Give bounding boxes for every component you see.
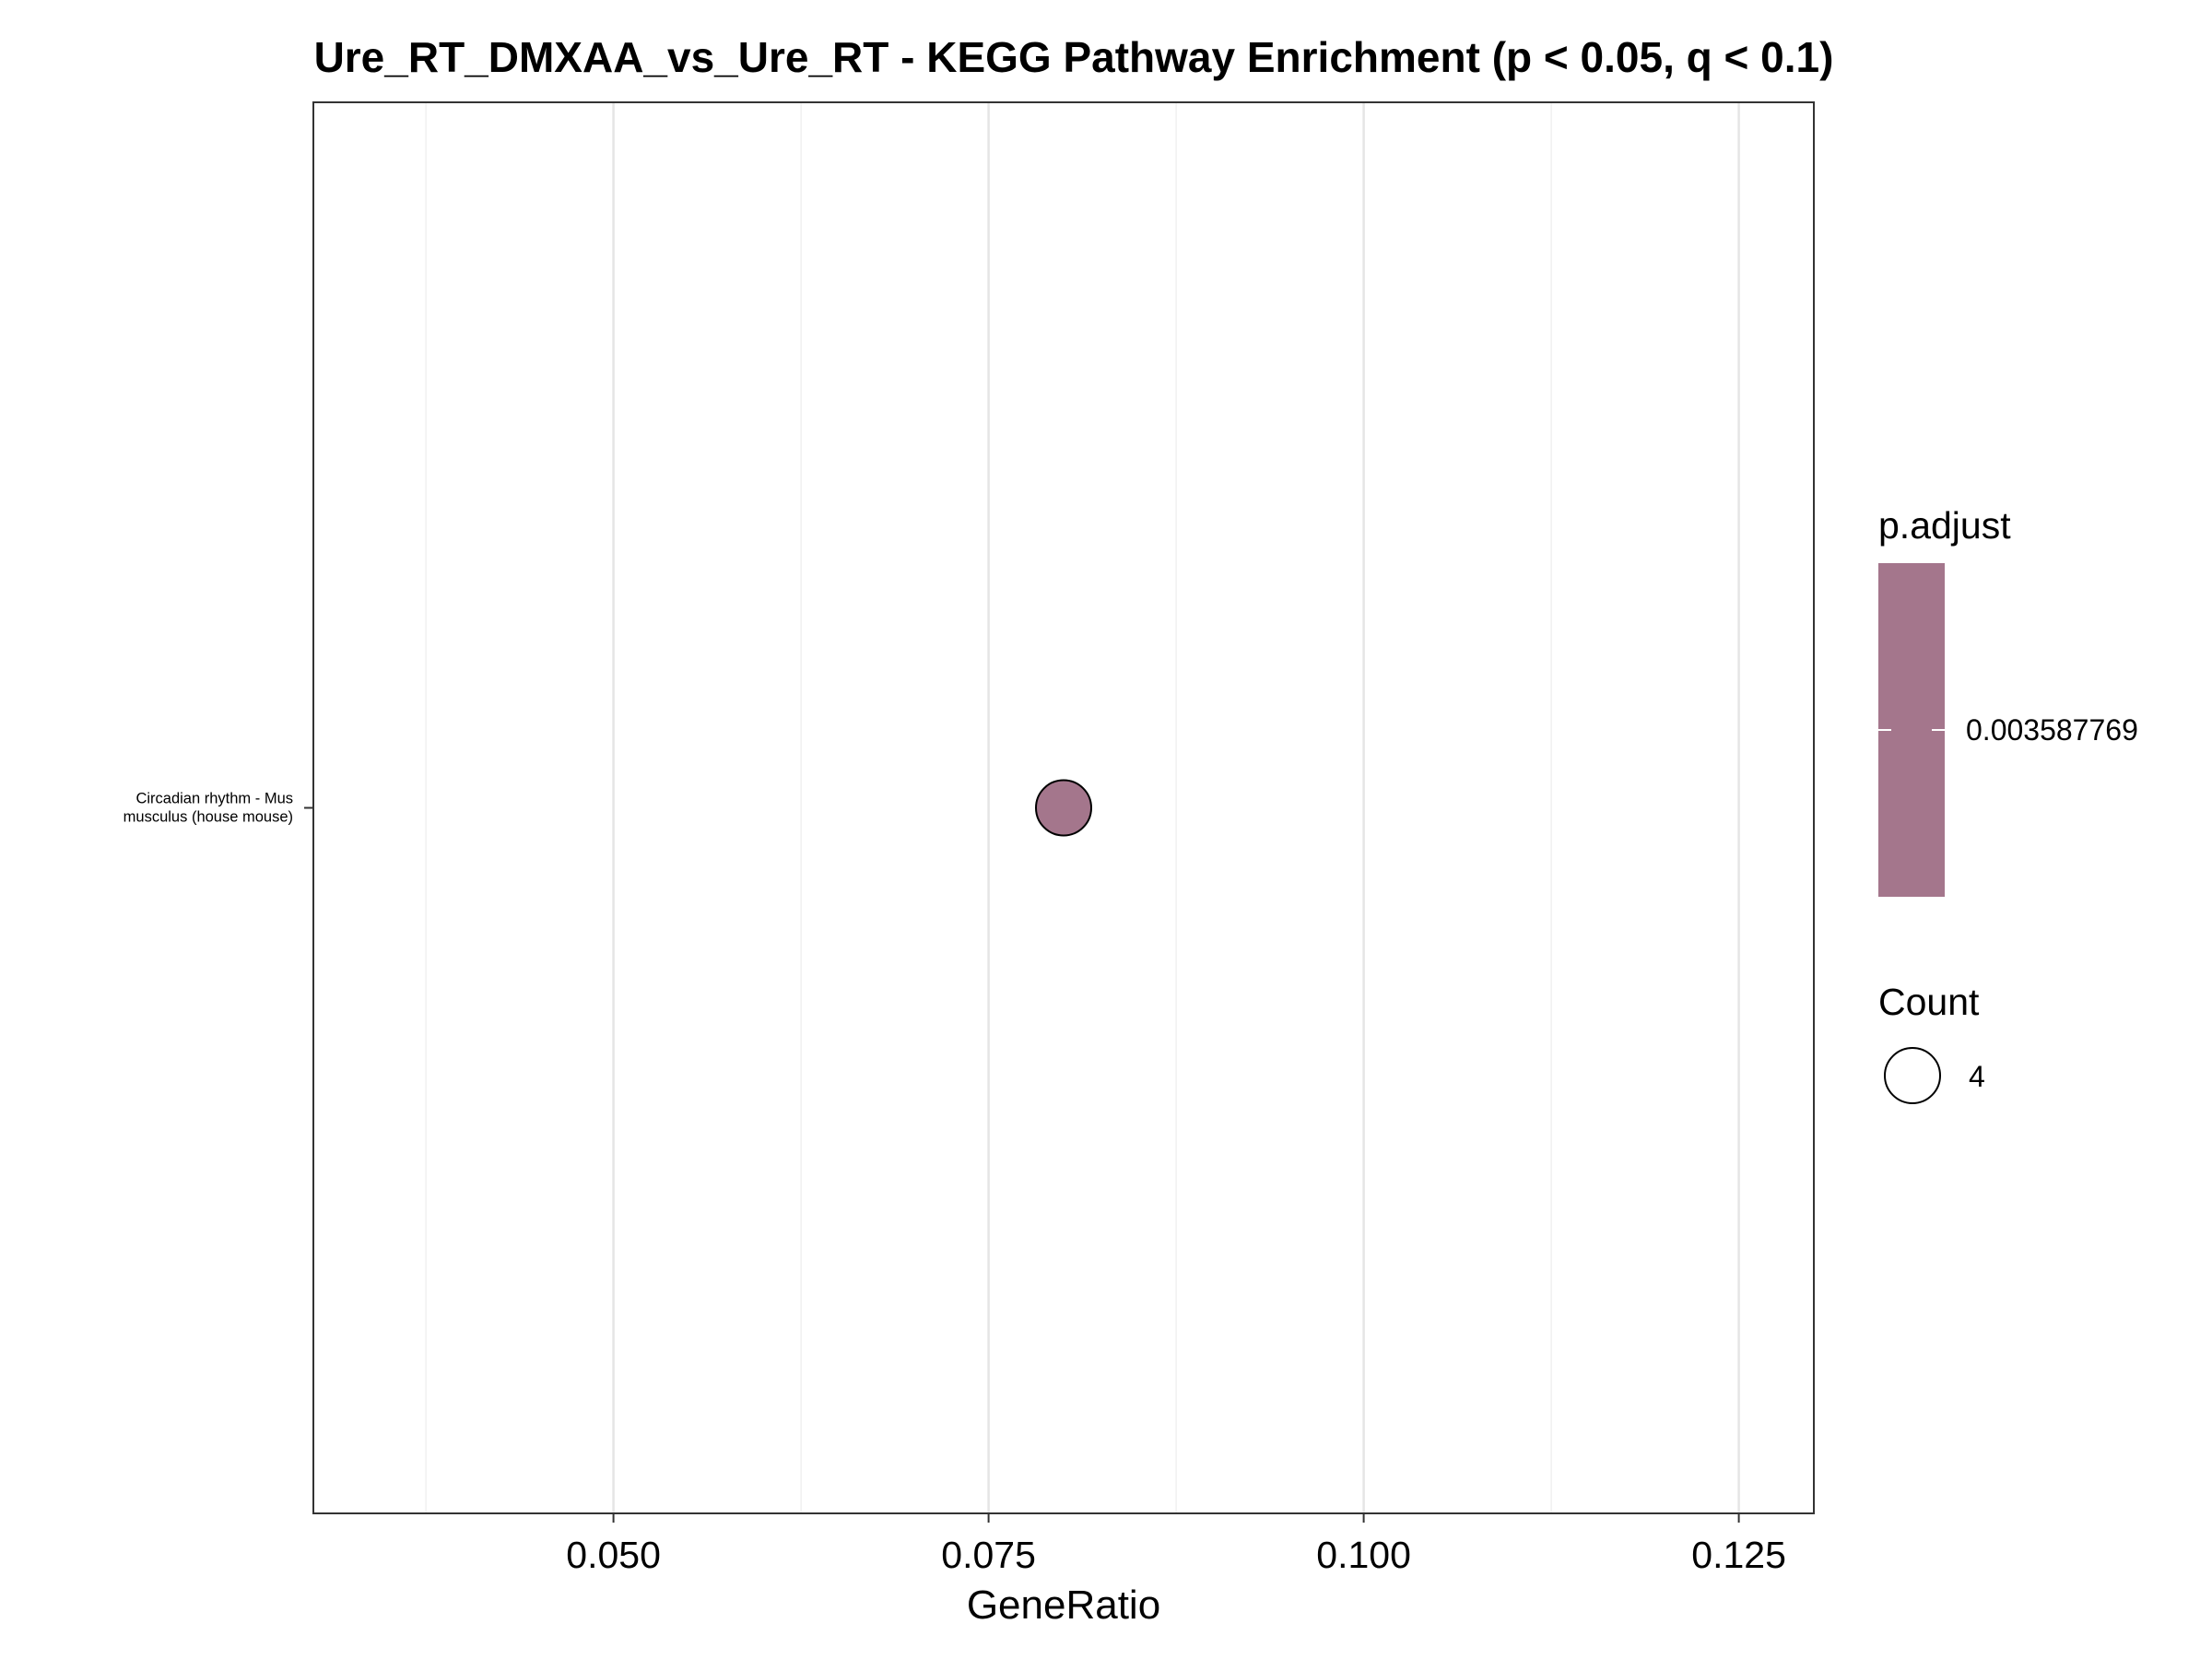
legend-color-title: p.adjust [1878,504,2011,547]
x-tick-label: 0.100 [1316,1534,1411,1576]
x-tick-label: 0.050 [566,1534,661,1576]
legend-color: p.adjust 0.003587769 [1878,504,2138,897]
grid-lines [425,102,1740,1513]
legend-size-title: Count [1878,981,1980,1023]
legend-size: Count 4 [1878,981,1985,1104]
y-axis-categories: Circadian rhythm - Mus musculus (house mo… [124,791,313,826]
x-tick-label: 0.075 [941,1534,1036,1576]
chart-title: Ure_RT_DMXAA_vs_Ure_RT - KEGG Pathway En… [314,33,1834,81]
legend-size-circle [1884,1047,1941,1104]
data-points [1035,779,1092,837]
x-axis-ticks: 0.050 0.075 0.100 0.125 [566,1513,1786,1576]
legend-colorbar-label: 0.003587769 [1966,713,2138,747]
data-point [1035,779,1092,837]
x-tick-label: 0.125 [1691,1534,1786,1576]
y-category-label: Circadian rhythm - Mus musculus (house mo… [124,791,293,826]
legend-size-label: 4 [1969,1060,1985,1093]
x-axis-label: GeneRatio [967,1583,1160,1628]
